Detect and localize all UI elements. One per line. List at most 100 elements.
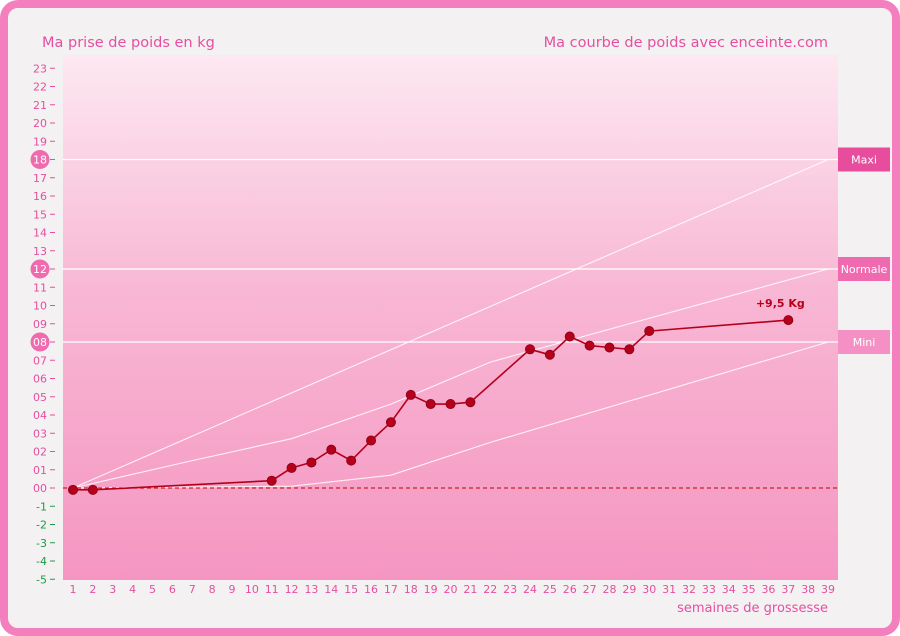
x-tick-label: 35 <box>742 583 756 596</box>
x-tick-label: 24 <box>523 583 537 596</box>
reference-label-maxi: Maxi <box>851 154 877 167</box>
x-tick-label: 13 <box>304 583 318 596</box>
y-tick-label: 06 <box>33 373 47 386</box>
data-point <box>525 344 536 355</box>
x-tick-label: 39 <box>821 583 835 596</box>
y-tick-bubble-18 <box>30 150 50 169</box>
y-tick-label: 02 <box>33 446 47 459</box>
y-tick-bubble-12 <box>30 259 50 279</box>
data-point <box>644 326 655 337</box>
weight-series <box>68 315 794 495</box>
x-tick-label: 29 <box>622 583 636 596</box>
y-tick-label: 18 <box>33 154 47 167</box>
y-tick-label: 08 <box>33 336 47 349</box>
data-point <box>286 462 297 473</box>
y-tick-label: 10 <box>33 300 47 313</box>
data-point <box>405 389 416 400</box>
x-tick-label: 12 <box>285 583 299 596</box>
y-tick-label: 14 <box>33 227 47 240</box>
x-tick-label: 30 <box>642 583 656 596</box>
chart-title: Ma prise de poids en kg <box>42 35 215 51</box>
y-tick-bubble-08 <box>30 332 50 352</box>
data-point <box>465 397 476 408</box>
x-axis: 1 2 3 4 5 6 7 8 9 10 11 12 13 14 15 16 17 18 19 20 21 22 23 24 2… <box>70 583 836 596</box>
x-tick-label: 15 <box>344 583 358 596</box>
data-point <box>326 444 337 455</box>
y-tick-label: -1 <box>36 500 47 513</box>
chart-subtitle: Ma courbe de poids avec enceinte.com <box>543 35 828 51</box>
data-point <box>346 455 357 466</box>
reference-label-normale: Normale <box>841 263 888 276</box>
x-tick-label: 14 <box>324 583 338 596</box>
data-point <box>564 331 575 342</box>
y-tick-label: 00 <box>33 482 47 495</box>
reference-tag-maxi <box>838 147 890 172</box>
x-tick-label: 9 <box>228 583 235 596</box>
x-tick-label: 6 <box>169 583 176 596</box>
x-tick-label: 36 <box>761 583 775 596</box>
y-tick-label: 20 <box>33 117 47 130</box>
x-tick-label: 33 <box>702 583 716 596</box>
y-tick-label: 09 <box>33 318 47 331</box>
x-tick-label: 3 <box>109 583 116 596</box>
data-point <box>87 484 98 495</box>
x-tick-label: 22 <box>483 583 497 596</box>
y-tick-label: 16 <box>33 190 47 203</box>
x-tick-label: 11 <box>265 583 279 596</box>
reference-lines: Maxi Normale Mini <box>63 147 890 354</box>
x-tick-label: 37 <box>781 583 795 596</box>
x-tick-label: 16 <box>364 583 378 596</box>
x-tick-label: 8 <box>209 583 216 596</box>
y-tick-label: 15 <box>33 208 47 221</box>
guide-curves <box>72 158 829 489</box>
y-tick-label: -3 <box>36 537 47 550</box>
y-tick-label: 07 <box>33 354 47 367</box>
x-tick-label: 7 <box>189 583 196 596</box>
reference-tag-normale <box>838 257 890 281</box>
y-tick-label: 22 <box>33 81 47 94</box>
data-point <box>385 417 396 428</box>
x-tick-label: 10 <box>245 583 259 596</box>
guide-curve-3 <box>72 341 829 489</box>
x-tick-label: 2 <box>89 583 96 596</box>
x-tick-label: 32 <box>682 583 696 596</box>
data-point <box>783 315 794 326</box>
x-tick-label: 25 <box>543 583 557 596</box>
annotations: +9,5 Kg <box>756 297 805 310</box>
y-tick-label: -4 <box>36 555 47 568</box>
plot-area <box>63 55 838 580</box>
x-tick-label: 26 <box>563 583 577 596</box>
data-point <box>266 475 277 486</box>
x-tick-label: 1 <box>70 583 77 596</box>
y-tick-label: 13 <box>33 245 47 258</box>
y-tick-label: 11 <box>33 281 47 294</box>
x-tick-label: 28 <box>602 583 616 596</box>
data-point <box>445 399 456 410</box>
data-point <box>425 399 436 410</box>
x-axis-title: semaines de grossesse <box>677 601 828 616</box>
guide-curve-1 <box>72 158 829 489</box>
y-tick-label: 21 <box>33 99 47 112</box>
y-tick-label: 05 <box>33 391 47 404</box>
x-tick-label: 31 <box>662 583 676 596</box>
y-tick-label: 04 <box>33 409 47 422</box>
x-tick-label: 20 <box>444 583 458 596</box>
data-point <box>306 457 317 468</box>
x-tick-label: 23 <box>503 583 517 596</box>
y-tick-label: 19 <box>33 135 47 148</box>
data-point <box>544 349 555 360</box>
data-point <box>604 342 615 353</box>
y-tick-label: -5 <box>36 573 47 586</box>
weight-gain-annotation: +9,5 Kg <box>756 297 805 310</box>
y-axis: 23 22 21 20 19 18 17 16 15 14 13 12 11 10 09 08 07 06 05 04… <box>30 62 55 586</box>
x-tick-label: 18 <box>404 583 418 596</box>
y-tick-label: 12 <box>33 263 47 276</box>
x-tick-label: 38 <box>801 583 815 596</box>
x-tick-label: 5 <box>149 583 156 596</box>
y-tick-label: -2 <box>36 519 47 532</box>
x-tick-label: 27 <box>583 583 597 596</box>
data-point <box>584 340 595 351</box>
y-tick-label: 01 <box>33 464 47 477</box>
x-tick-label: 19 <box>424 583 438 596</box>
